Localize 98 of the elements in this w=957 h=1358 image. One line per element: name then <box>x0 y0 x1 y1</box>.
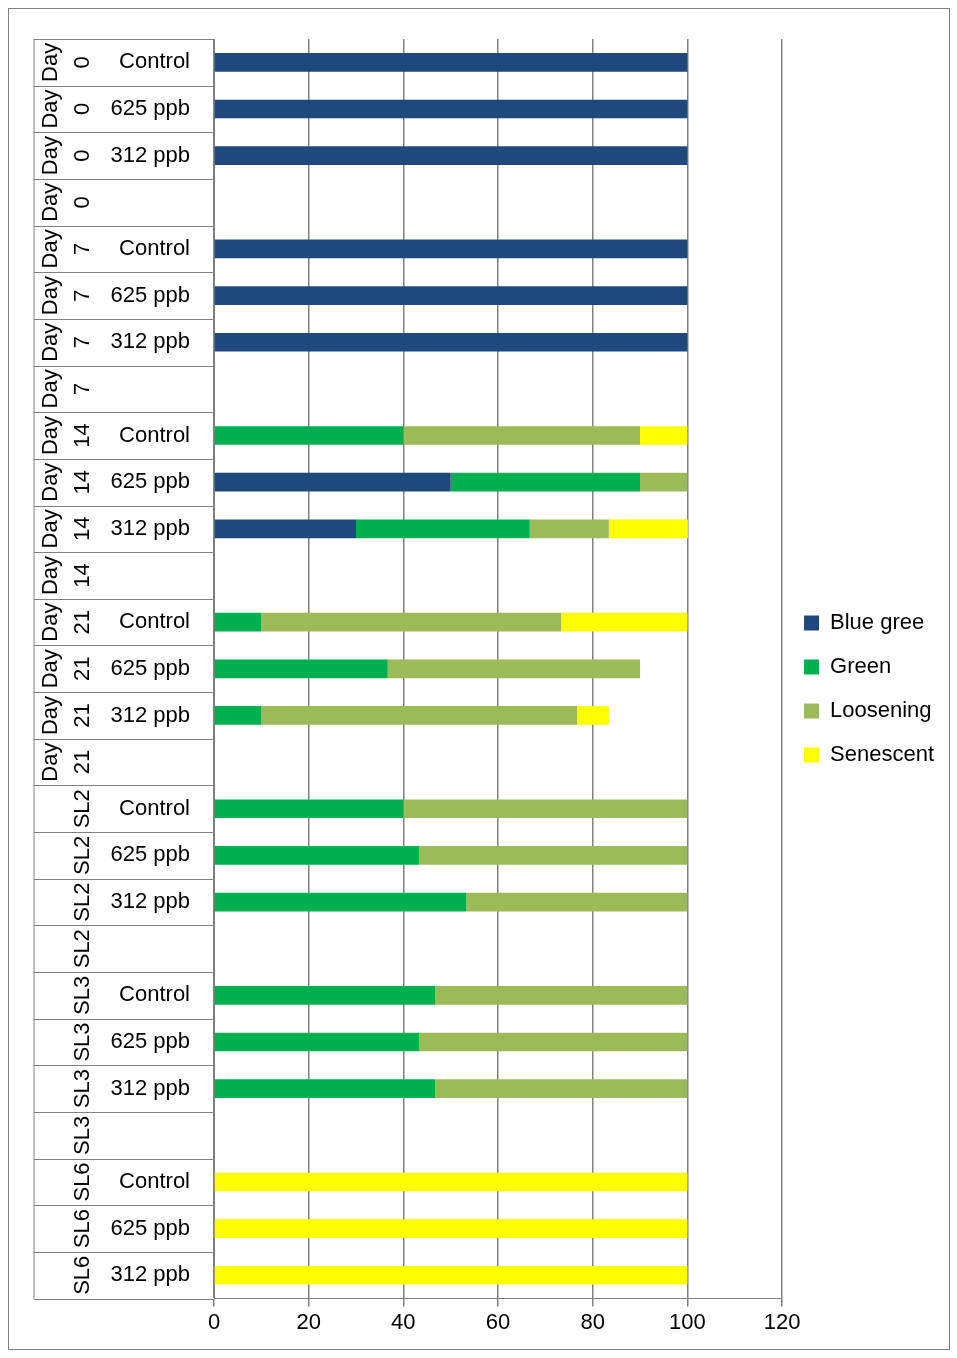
bar <box>450 472 641 492</box>
x-tick-label: 80 <box>580 1308 605 1334</box>
legend-label: Senescent <box>830 741 935 767</box>
bar <box>387 659 641 679</box>
y2-tick-label: Day 0 <box>37 42 95 82</box>
y2-tick-label: Day 14 <box>37 462 95 502</box>
bar <box>466 892 688 912</box>
x-tick-label: 120 <box>763 1308 801 1334</box>
y2-tick-label: SL2 <box>69 929 95 969</box>
y2-tick-label: Day 14 <box>37 509 95 549</box>
y-tick-label: 625 ppb <box>110 468 190 494</box>
y2-tick-label: Day 21 <box>37 649 95 689</box>
y2-tick-label: SL3 <box>69 975 95 1015</box>
bar <box>214 612 262 632</box>
x-tick-label: 100 <box>669 1308 706 1334</box>
bar <box>640 426 688 445</box>
bar <box>214 1219 688 1238</box>
y2-tick-label: SL2 <box>69 835 95 875</box>
bar <box>214 53 688 72</box>
y2-tick-label: SL3 <box>69 1022 95 1062</box>
bar <box>214 659 388 679</box>
legend-label: Green <box>830 653 892 679</box>
y-tick-label: 312 ppb <box>110 328 190 354</box>
y2-tick-label: SL3 <box>69 1115 95 1155</box>
bar <box>214 426 404 445</box>
legend-label: Blue gree <box>830 609 925 635</box>
y2-tick-label: Day 0 <box>37 89 95 129</box>
bar <box>214 1079 436 1098</box>
y-tick-label: Control <box>119 608 190 634</box>
bar <box>214 1172 688 1192</box>
y2-tick-label: SL6 <box>69 1255 95 1295</box>
y-tick-label: Control <box>119 235 190 260</box>
y2-tick-label: Day 0 <box>37 182 95 222</box>
y-tick-label: 312 ppb <box>110 1261 190 1287</box>
bar <box>560 612 688 632</box>
bar <box>403 799 688 819</box>
y-tick-label: 625 ppb <box>110 841 190 867</box>
y2-tick-label: SL6 <box>69 1162 95 1202</box>
y-tick-label: 625 ppb <box>110 95 190 121</box>
bar <box>214 706 262 725</box>
bar <box>577 706 609 725</box>
bar <box>214 1032 419 1052</box>
bar <box>214 799 404 819</box>
bar <box>418 1032 688 1052</box>
bar <box>214 332 688 352</box>
bar <box>214 846 419 865</box>
y-tick-label: Control <box>119 981 190 1007</box>
bar <box>418 846 688 865</box>
y-tick-label: Control <box>119 794 190 820</box>
y-tick-label: 312 ppb <box>110 514 190 540</box>
y-tick-label: 312 ppb <box>110 141 190 167</box>
y-tick-label: 312 ppb <box>110 701 190 727</box>
y2-tick-label: Day 14 <box>37 415 95 456</box>
y2-tick-label: SL2 <box>69 789 95 829</box>
y-tick-label: Control <box>119 1168 190 1194</box>
y-tick-label: 312 ppb <box>110 1074 190 1100</box>
y2-tick-label: SL6 <box>69 1209 95 1249</box>
y2-tick-label: SL2 <box>69 882 95 922</box>
bar <box>214 892 467 912</box>
bar <box>214 1265 688 1285</box>
y2-tick-label: Day 21 <box>37 602 95 642</box>
bar <box>214 286 688 305</box>
x-tick-label: 0 <box>207 1308 221 1334</box>
legend-label: Loosening <box>830 697 932 723</box>
y2-tick-label: Day 21 <box>37 695 95 736</box>
y-tick-label: 625 ppb <box>110 281 190 307</box>
bar <box>214 146 688 165</box>
bar <box>435 1079 688 1098</box>
bar <box>261 612 561 632</box>
bar <box>640 472 688 492</box>
bar <box>214 239 688 259</box>
bar <box>261 706 578 725</box>
x-tick-label: 40 <box>391 1308 416 1334</box>
bar <box>356 519 530 539</box>
y2-tick-label: Day 21 <box>37 742 95 782</box>
y-tick-label: 312 ppb <box>110 888 190 914</box>
bar <box>435 986 688 1005</box>
bar <box>403 426 641 445</box>
x-tick-label: 20 <box>296 1308 321 1334</box>
y2-tick-label: Day 7 <box>37 369 95 409</box>
y-tick-label: Control <box>119 48 190 74</box>
y2-tick-label: Day 7 <box>37 322 95 362</box>
y-tick-label: 625 ppb <box>110 1214 190 1240</box>
x-tick-label: 60 <box>485 1308 511 1334</box>
bar <box>214 519 357 539</box>
y-tick-label: Control <box>119 421 190 447</box>
y-tick-label: 625 ppb <box>110 654 190 680</box>
y2-tick-label: Day 14 <box>37 555 95 596</box>
bar <box>529 519 609 539</box>
bar <box>214 472 451 492</box>
bar <box>214 99 688 119</box>
y2-tick-label: SL3 <box>69 1069 95 1109</box>
y2-tick-label: Day 7 <box>37 229 95 269</box>
y-tick-label: 625 ppb <box>110 1028 190 1054</box>
bar <box>608 519 688 539</box>
bar <box>214 986 436 1005</box>
y2-tick-label: Day 7 <box>37 276 95 316</box>
y2-tick-label: Day 0 <box>37 136 95 176</box>
